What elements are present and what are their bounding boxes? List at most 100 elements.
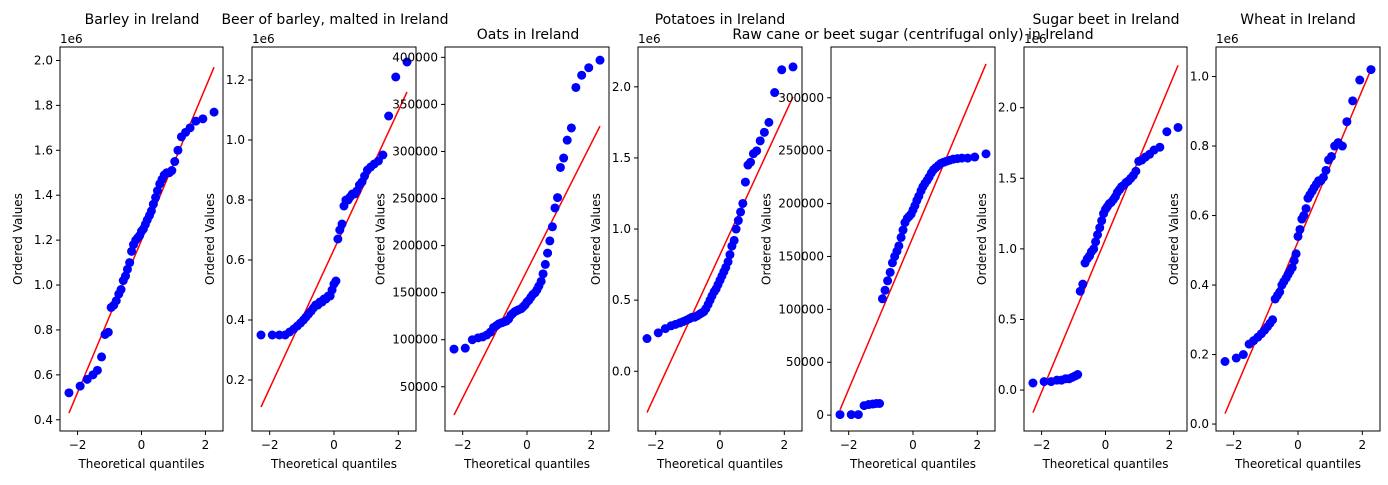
data-point	[167, 166, 177, 176]
data-point	[209, 107, 219, 117]
data-point	[337, 219, 347, 229]
y-axis-label: Ordered Values	[760, 193, 774, 285]
data-point	[740, 177, 750, 187]
y-tick-label: 2.0	[998, 101, 1017, 115]
data-point	[391, 72, 401, 82]
y-tick-label: 300000	[392, 144, 438, 158]
data-point	[402, 57, 412, 67]
data-point	[1275, 287, 1285, 297]
data-point	[116, 285, 126, 295]
y-tick-label: 50000	[400, 380, 438, 394]
x-tick-label: 0	[330, 438, 338, 452]
data-point	[731, 224, 741, 234]
data-point	[853, 410, 863, 420]
data-point	[547, 222, 557, 232]
axes-frame	[444, 46, 610, 432]
x-tick-label: −2	[261, 438, 279, 452]
y-tick-label: 1.8	[34, 98, 53, 112]
data-point	[185, 123, 195, 133]
y-tick-label: 0.2	[1190, 348, 1209, 362]
chart-title: Potatoes in Ireland	[655, 12, 786, 28]
data-point	[883, 276, 893, 286]
data-point	[595, 55, 605, 65]
subplot-4: −2 0 2 0.0 0.5 1.0 1.5 2.0 1e6 Theoretical quanti…	[589, 12, 803, 471]
data-point	[550, 203, 560, 213]
y-tick-label: 1.0	[612, 222, 631, 236]
y-tick-label: 2.0	[612, 80, 631, 94]
x-tick-label: −2	[69, 438, 87, 452]
data-point	[755, 136, 765, 146]
data-point	[835, 410, 845, 420]
data-point	[170, 157, 180, 167]
y-tick-label: 0.0	[1190, 417, 1209, 431]
data-point	[1366, 65, 1376, 75]
data-point	[1355, 75, 1365, 85]
data-point	[1342, 117, 1352, 127]
chart-title: Raw cane or beet sugar (centrifugal only…	[732, 27, 1093, 43]
y-tick-label: 0.8	[1190, 139, 1209, 153]
data-point	[267, 330, 277, 340]
data-point	[752, 146, 762, 156]
y-tick-label: 1.4	[34, 188, 53, 202]
x-axis-label: Theoretical quantiles	[849, 457, 976, 471]
data-point	[1291, 249, 1301, 259]
data-point	[723, 257, 733, 267]
y-tick-label: 1.2	[226, 73, 245, 87]
x-tick-label: 0	[523, 438, 531, 452]
data-point	[729, 235, 739, 245]
data-point	[759, 127, 769, 137]
data-point	[1238, 350, 1248, 360]
data-point	[653, 328, 663, 338]
x-tick-label: 2	[973, 438, 981, 452]
y-tick-label: 0.0	[612, 364, 631, 378]
data-point	[555, 162, 565, 172]
x-axis-label: Theoretical quantiles	[656, 457, 783, 471]
y-tick-label: 0	[816, 408, 824, 422]
y-tick-label: 1.5	[612, 151, 631, 165]
x-tick-label: −2	[647, 438, 665, 452]
data-point	[103, 327, 113, 337]
axis-offset-text: 1e6	[1024, 32, 1047, 46]
data-point	[571, 82, 581, 92]
x-tick-label: −2	[454, 438, 472, 452]
data-point	[460, 343, 470, 353]
y-tick-label: 0.0	[998, 383, 1017, 397]
data-point	[1321, 165, 1331, 175]
y-tick-label: 0.6	[226, 253, 245, 267]
x-tick-label: 0	[1294, 438, 1302, 452]
axis-offset-text: 1e6	[638, 32, 661, 46]
data-point	[1348, 96, 1358, 106]
x-tick-label: 2	[1358, 438, 1366, 452]
data-point	[1073, 370, 1083, 380]
data-point	[378, 150, 388, 160]
x-tick-label: −2	[1033, 438, 1051, 452]
data-point	[777, 65, 787, 75]
data-point	[894, 241, 904, 251]
x-tick-label: −2	[840, 438, 858, 452]
data-point	[562, 135, 572, 145]
data-point	[788, 62, 798, 72]
data-point	[1289, 256, 1299, 266]
y-tick-label: 1.5	[998, 171, 1017, 185]
y-tick-label: 1.0	[998, 242, 1017, 256]
data-point	[1337, 141, 1347, 151]
data-point	[577, 70, 587, 80]
data-point	[875, 398, 885, 408]
data-point	[584, 63, 594, 73]
y-tick-label: 2.0	[34, 53, 53, 67]
axis-offset-text: 1e6	[252, 32, 275, 46]
x-axis-label: Theoretical quantiles	[77, 457, 204, 471]
axis-offset-text: 1e6	[60, 32, 83, 46]
y-axis-label: Ordered Values	[203, 193, 217, 285]
axis-offset-text: 1e6	[1216, 32, 1239, 46]
x-axis-label: Theoretical quantiles	[270, 457, 397, 471]
x-axis-label: Theoretical quantiles	[1234, 457, 1361, 471]
x-tick-label: 2	[394, 438, 402, 452]
data-point	[970, 152, 980, 162]
data-point	[1078, 279, 1088, 289]
data-point	[1287, 263, 1297, 273]
data-point	[1173, 122, 1183, 132]
x-axis-label: Theoretical quantiles	[463, 457, 590, 471]
x-tick-label: 2	[587, 438, 595, 452]
data-point	[885, 267, 895, 277]
